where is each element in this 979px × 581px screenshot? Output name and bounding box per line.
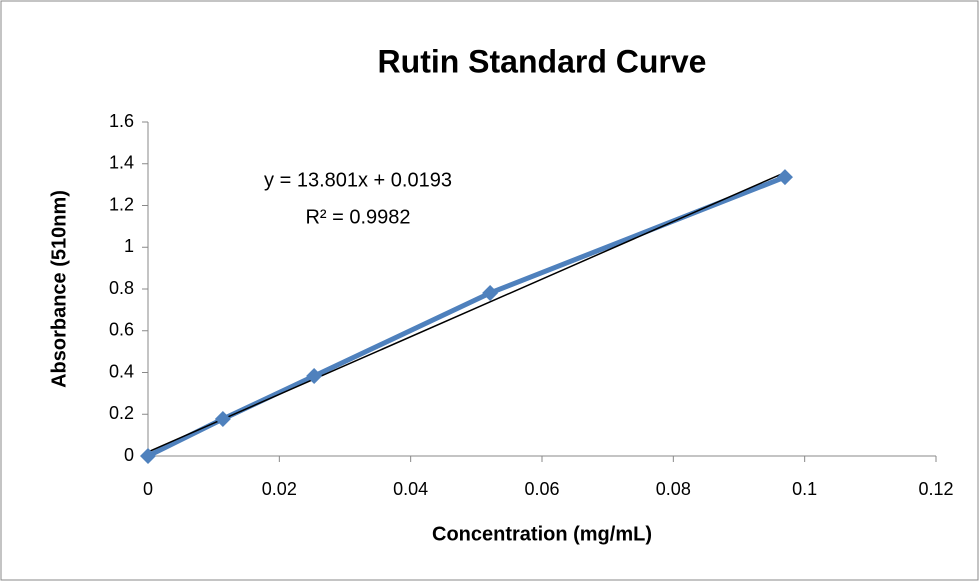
marker	[214, 411, 231, 428]
x-tick-label: 0	[143, 479, 153, 499]
y-tick-label: 0.2	[109, 403, 134, 423]
y-tick-label: 0.4	[109, 361, 134, 381]
trendline-r2: R² = 0.9982	[305, 206, 410, 228]
x-tick-label: 0.1	[792, 479, 817, 499]
trendline-equation: y = 13.801x + 0.0193	[264, 169, 452, 191]
y-tick-label: 1.2	[109, 194, 134, 214]
y-tick-label: 1.6	[109, 111, 134, 131]
x-tick-label: 0.08	[656, 479, 691, 499]
chart-title: Rutin Standard Curve	[378, 43, 707, 79]
y-tick-label: 0.6	[109, 320, 134, 340]
x-tick-label: 0.12	[918, 479, 953, 499]
marker	[140, 448, 156, 464]
y-tick-label: 1.4	[109, 153, 134, 173]
x-tick-label: 0.06	[524, 479, 559, 499]
y-tick-label: 1	[124, 236, 134, 256]
marker	[306, 368, 323, 385]
marker	[776, 169, 793, 186]
marker	[482, 284, 499, 301]
x-tick-label: 0.02	[262, 479, 297, 499]
y-tick-label: 0	[124, 445, 134, 465]
trendline	[147, 171, 786, 453]
y-tick-label: 0.8	[109, 278, 134, 298]
x-tick-label: 0.04	[393, 479, 428, 499]
y-axis-title: Absorbance (510nm)	[48, 190, 70, 388]
x-axis-title: Concentration (mg/mL)	[432, 523, 652, 545]
